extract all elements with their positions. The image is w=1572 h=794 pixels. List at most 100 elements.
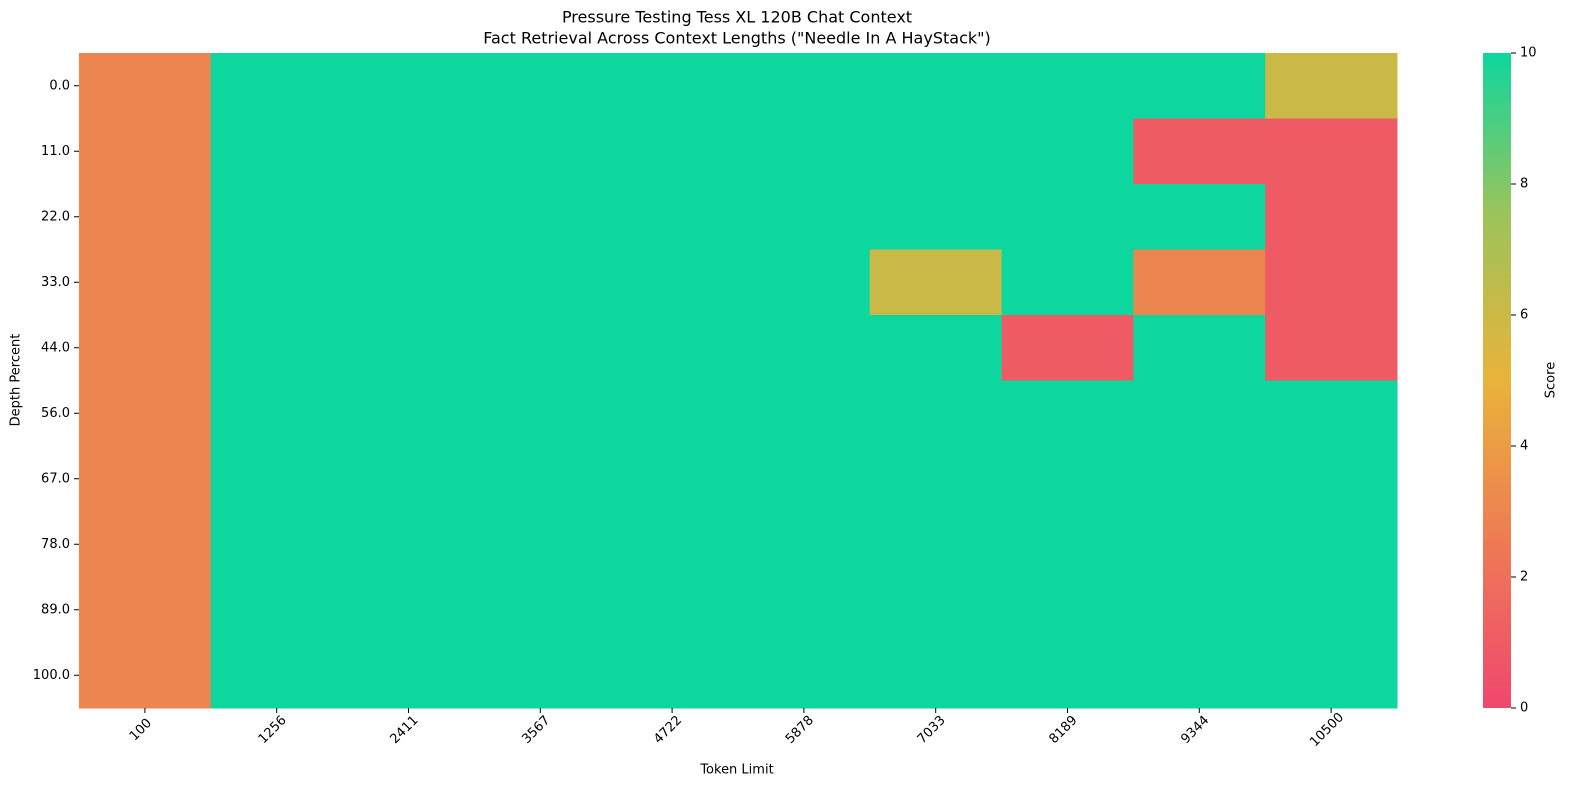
heatmap-cell: [210, 642, 344, 709]
y-tick-label: 0.0: [49, 78, 70, 93]
heatmap-cell: [1001, 642, 1134, 709]
heatmap-cell: [606, 577, 739, 643]
x-tick-label: 1256: [256, 713, 290, 747]
heatmap-cell: [738, 380, 871, 447]
x-tick-label: 2411: [387, 713, 421, 747]
chart-subtitle: Fact Retrieval Across Context Lengths ("…: [483, 29, 990, 48]
heatmap-cell: [474, 184, 607, 250]
y-tick-label: 44.0: [41, 340, 70, 355]
heatmap-cell: [1133, 118, 1266, 185]
heatmap-cell: [210, 446, 344, 512]
heatmap-cell: [1265, 53, 1398, 119]
heatmap-cell: [1265, 577, 1398, 643]
heatmap-cell: [869, 118, 1003, 185]
heatmap-cell: [1001, 511, 1134, 578]
heatmap-cell: [79, 118, 212, 185]
y-tick-label: 11.0: [41, 144, 70, 159]
heatmap-cell: [1001, 184, 1134, 250]
heatmap-cell: [210, 315, 344, 381]
heatmap-cell: [738, 249, 871, 316]
heatmap-cell: [79, 511, 212, 578]
colorbar-tick-label: 2: [1520, 570, 1528, 585]
heatmap-cell: [342, 249, 475, 316]
heatmap-cell: [869, 53, 1003, 119]
heatmap-cell: [474, 380, 607, 447]
x-tick-label: 4722: [651, 713, 685, 747]
heatmap-cell: [1265, 249, 1398, 316]
heatmap-cell: [1265, 118, 1398, 185]
heatmap-cell: [1001, 249, 1134, 316]
colorbar: [1483, 53, 1511, 708]
heatmap-cell: [738, 315, 871, 381]
heatmap-cell: [738, 184, 871, 250]
colorbar-tick-label: 10: [1520, 46, 1537, 61]
x-tick-label: 9344: [1178, 713, 1212, 747]
colorbar-label: Score: [1544, 362, 1559, 398]
heatmap-cell: [342, 53, 475, 119]
heatmap-cell: [606, 446, 739, 512]
heatmap-cell: [210, 184, 344, 250]
heatmap-cell: [210, 53, 344, 119]
x-tick-label: 8189: [1046, 713, 1080, 747]
colorbar-tick-label: 4: [1520, 439, 1528, 454]
heatmap-cell: [606, 315, 739, 381]
heatmap-cell: [1133, 446, 1266, 512]
heatmap-cell: [738, 53, 871, 119]
heatmap-cell: [1133, 642, 1266, 709]
heatmap-cell: [79, 446, 212, 512]
heatmap-cell: [210, 118, 344, 185]
heatmap-cell: [606, 380, 739, 447]
heatmap-cell: [1133, 184, 1266, 250]
heatmap-cell: [342, 380, 475, 447]
heatmap-cell: [738, 511, 871, 578]
heatmap-cell: [869, 642, 1003, 709]
colorbar-tick-label: 6: [1520, 308, 1528, 323]
heatmap-cell: [1265, 184, 1398, 250]
heatmap-cell: [1133, 511, 1266, 578]
chart-title: Pressure Testing Tess XL 120B Chat Conte…: [562, 8, 912, 27]
heatmap-cell: [606, 249, 739, 316]
heatmap-cell: [606, 53, 739, 119]
x-tick-label: 100: [127, 716, 155, 744]
heatmap-cell: [342, 118, 475, 185]
heatmap-cell: [869, 315, 1003, 381]
heatmap-cell: [869, 249, 1003, 316]
y-tick-label: 100.0: [33, 668, 70, 683]
heatmap-cell: [1133, 315, 1266, 381]
heatmap-cell: [1001, 118, 1134, 185]
heatmap-cell: [342, 642, 475, 709]
colorbar-tick-label: 8: [1520, 177, 1528, 192]
heatmap-cell: [1265, 315, 1398, 381]
y-tick-label: 56.0: [41, 406, 70, 421]
heatmap-cell: [474, 446, 607, 512]
heatmap-cell: [869, 184, 1003, 250]
y-tick-label: 22.0: [41, 209, 70, 224]
heatmap-cell: [606, 184, 739, 250]
heatmap-cell: [1265, 380, 1398, 447]
heatmap-cell: [79, 315, 212, 381]
heatmap-cell: [79, 249, 212, 316]
heatmap-cell: [474, 511, 607, 578]
heatmap-cell: [342, 184, 475, 250]
heatmap-cell: [1133, 577, 1266, 643]
heatmap-cell: [1133, 53, 1266, 119]
heatmap-cell: [738, 577, 871, 643]
heatmap-cell: [1001, 315, 1134, 381]
heatmap-cell: [342, 511, 475, 578]
y-tick-label: 33.0: [41, 275, 70, 290]
heatmap-cell: [1133, 249, 1266, 316]
heatmap-cell: [606, 511, 739, 578]
heatmap-cell: [342, 446, 475, 512]
x-tick-label: 10500: [1307, 710, 1347, 750]
heatmap-cell: [869, 511, 1003, 578]
heatmap-cell: [1001, 53, 1134, 119]
heatmap-cell: [79, 577, 212, 643]
heatmap-cell: [1265, 446, 1398, 512]
heatmap-cell: [342, 315, 475, 381]
colorbar-tick-label: 0: [1520, 701, 1528, 716]
heatmap-cell: [79, 53, 212, 119]
y-axis-label: Depth Percent: [9, 334, 24, 427]
heatmap-cell: [210, 249, 344, 316]
heatmap-cell: [474, 315, 607, 381]
